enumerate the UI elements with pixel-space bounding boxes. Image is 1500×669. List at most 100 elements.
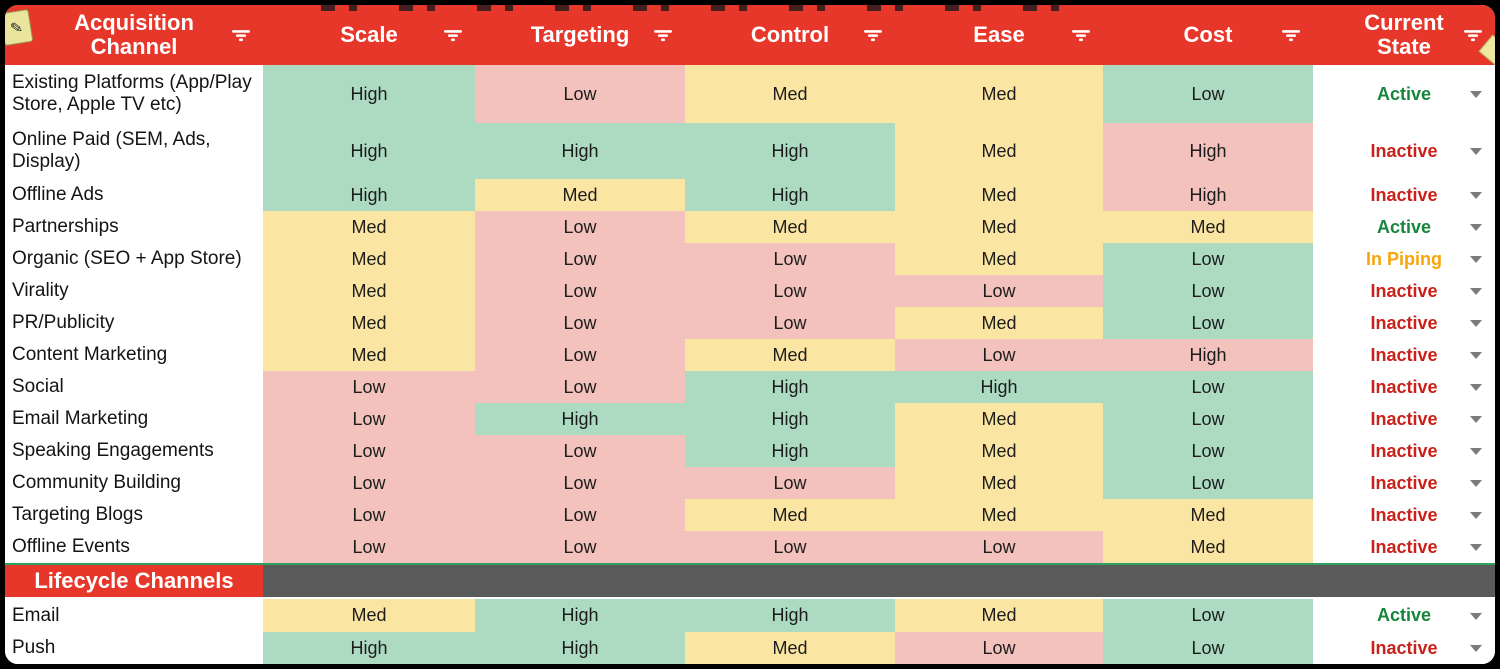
rating-cell-cost[interactable]: Low: [1103, 275, 1313, 307]
channel-name-cell[interactable]: Virality: [5, 275, 263, 307]
current-state-cell[interactable]: In Piping: [1313, 243, 1495, 275]
rating-cell-cost[interactable]: High: [1103, 123, 1313, 179]
rating-cell-ease[interactable]: Med: [895, 179, 1103, 211]
rating-cell-control[interactable]: Low: [685, 275, 895, 307]
channel-name-cell[interactable]: Speaking Engagements: [5, 435, 263, 467]
rating-cell-targeting[interactable]: Low: [475, 243, 685, 275]
rating-cell-control[interactable]: High: [685, 599, 895, 632]
rating-cell-ease[interactable]: Low: [895, 632, 1103, 664]
rating-cell-targeting[interactable]: High: [475, 632, 685, 664]
rating-cell-ease[interactable]: Med: [895, 123, 1103, 179]
rating-cell-control[interactable]: Low: [685, 531, 895, 563]
dropdown-arrow-icon[interactable]: [1470, 256, 1482, 263]
rating-cell-cost[interactable]: High: [1103, 339, 1313, 371]
channel-name-cell[interactable]: Offline Ads: [5, 179, 263, 211]
rating-cell-ease[interactable]: Low: [895, 275, 1103, 307]
dropdown-arrow-icon[interactable]: [1470, 91, 1482, 98]
current-state-cell[interactable]: Inactive: [1313, 435, 1495, 467]
note-icon[interactable]: ✎: [5, 8, 34, 47]
current-state-cell[interactable]: Inactive: [1313, 499, 1495, 531]
rating-cell-control[interactable]: High: [685, 179, 895, 211]
rating-cell-cost[interactable]: Med: [1103, 211, 1313, 243]
rating-cell-scale[interactable]: Med: [263, 599, 475, 632]
current-state-cell[interactable]: Inactive: [1313, 632, 1495, 664]
rating-cell-cost[interactable]: Low: [1103, 403, 1313, 435]
current-state-cell[interactable]: Inactive: [1313, 531, 1495, 563]
rating-cell-control[interactable]: Low: [685, 243, 895, 275]
rating-cell-cost[interactable]: High: [1103, 179, 1313, 211]
rating-cell-targeting[interactable]: High: [475, 403, 685, 435]
channel-name-cell[interactable]: Push: [5, 632, 263, 664]
rating-cell-cost[interactable]: Low: [1103, 632, 1313, 664]
rating-cell-targeting[interactable]: Low: [475, 371, 685, 403]
rating-cell-ease[interactable]: High: [895, 371, 1103, 403]
channel-name-cell[interactable]: Existing Platforms (App/Play Store, Appl…: [5, 65, 263, 123]
rating-cell-targeting[interactable]: Low: [475, 307, 685, 339]
channel-name-cell[interactable]: Content Marketing: [5, 339, 263, 371]
dropdown-arrow-icon[interactable]: [1470, 192, 1482, 199]
filter-icon[interactable]: [863, 23, 883, 47]
channel-name-cell[interactable]: Social: [5, 371, 263, 403]
rating-cell-scale[interactable]: Med: [263, 275, 475, 307]
current-state-cell[interactable]: Active: [1313, 65, 1495, 123]
rating-cell-control[interactable]: Low: [685, 467, 895, 499]
rating-cell-cost[interactable]: Low: [1103, 435, 1313, 467]
rating-cell-ease[interactable]: Med: [895, 243, 1103, 275]
dropdown-arrow-icon[interactable]: [1470, 148, 1482, 155]
current-state-cell[interactable]: Active: [1313, 599, 1495, 632]
current-state-cell[interactable]: Inactive: [1313, 179, 1495, 211]
current-state-cell[interactable]: Inactive: [1313, 307, 1495, 339]
dropdown-arrow-icon[interactable]: [1470, 480, 1482, 487]
rating-cell-control[interactable]: Med: [685, 339, 895, 371]
rating-cell-cost[interactable]: Low: [1103, 307, 1313, 339]
rating-cell-targeting[interactable]: High: [475, 123, 685, 179]
dropdown-arrow-icon[interactable]: [1470, 352, 1482, 359]
filter-icon[interactable]: [653, 23, 673, 47]
rating-cell-scale[interactable]: Med: [263, 339, 475, 371]
rating-cell-targeting[interactable]: Low: [475, 211, 685, 243]
channel-name-cell[interactable]: Email Marketing: [5, 403, 263, 435]
rating-cell-targeting[interactable]: Low: [475, 339, 685, 371]
header-cell-targeting[interactable]: Targeting: [475, 5, 685, 65]
dropdown-arrow-icon[interactable]: [1470, 288, 1482, 295]
rating-cell-ease[interactable]: Med: [895, 599, 1103, 632]
rating-cell-cost[interactable]: Med: [1103, 531, 1313, 563]
rating-cell-scale[interactable]: High: [263, 632, 475, 664]
dropdown-arrow-icon[interactable]: [1470, 512, 1482, 519]
dropdown-arrow-icon[interactable]: [1470, 384, 1482, 391]
rating-cell-cost[interactable]: Low: [1103, 243, 1313, 275]
rating-cell-scale[interactable]: Med: [263, 243, 475, 275]
filter-icon[interactable]: [1071, 23, 1091, 47]
rating-cell-ease[interactable]: Med: [895, 307, 1103, 339]
header-cell-state[interactable]: Current State: [1313, 5, 1495, 65]
rating-cell-ease[interactable]: Med: [895, 65, 1103, 123]
rating-cell-targeting[interactable]: Med: [475, 179, 685, 211]
channel-name-cell[interactable]: Offline Events: [5, 531, 263, 563]
current-state-cell[interactable]: Inactive: [1313, 467, 1495, 499]
current-state-cell[interactable]: Inactive: [1313, 123, 1495, 179]
channel-name-cell[interactable]: Community Building: [5, 467, 263, 499]
rating-cell-scale[interactable]: Med: [263, 307, 475, 339]
rating-cell-scale[interactable]: High: [263, 123, 475, 179]
rating-cell-scale[interactable]: Low: [263, 499, 475, 531]
rating-cell-cost[interactable]: Low: [1103, 467, 1313, 499]
rating-cell-targeting[interactable]: Low: [475, 65, 685, 123]
channel-name-cell[interactable]: Organic (SEO + App Store): [5, 243, 263, 275]
header-cell-cost[interactable]: Cost: [1103, 5, 1313, 65]
dropdown-arrow-icon[interactable]: [1470, 612, 1482, 620]
rating-cell-cost[interactable]: Low: [1103, 65, 1313, 123]
rating-cell-cost[interactable]: Low: [1103, 371, 1313, 403]
channel-name-cell[interactable]: PR/Publicity: [5, 307, 263, 339]
header-cell-channel[interactable]: Acquisition Channel: [5, 5, 263, 65]
channel-name-cell[interactable]: Partnerships: [5, 211, 263, 243]
rating-cell-targeting[interactable]: Low: [475, 499, 685, 531]
rating-cell-control[interactable]: High: [685, 371, 895, 403]
rating-cell-ease[interactable]: Low: [895, 339, 1103, 371]
current-state-cell[interactable]: Inactive: [1313, 403, 1495, 435]
rating-cell-scale[interactable]: Med: [263, 211, 475, 243]
rating-cell-targeting[interactable]: Low: [475, 275, 685, 307]
rating-cell-targeting[interactable]: High: [475, 599, 685, 632]
filter-icon[interactable]: [443, 23, 463, 47]
rating-cell-control[interactable]: High: [685, 403, 895, 435]
rating-cell-control[interactable]: Med: [685, 65, 895, 123]
